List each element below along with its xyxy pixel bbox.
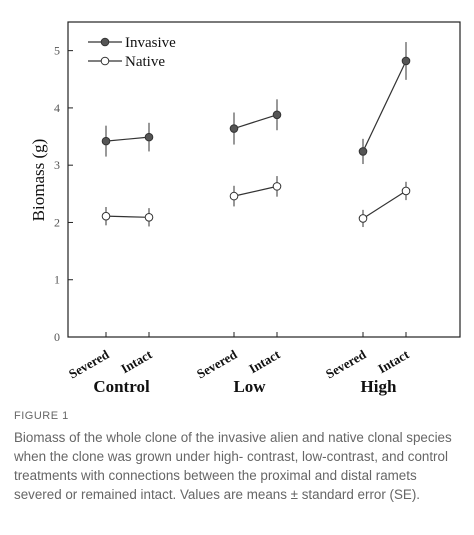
y-tick-label: 5 bbox=[54, 44, 60, 58]
group-label: Control bbox=[93, 377, 150, 396]
x-category-label: Intact bbox=[246, 346, 283, 376]
data-point bbox=[401, 186, 411, 196]
data-point bbox=[401, 56, 411, 66]
group-label: High bbox=[361, 377, 397, 396]
series-line bbox=[105, 136, 150, 142]
group-label: Low bbox=[233, 377, 266, 396]
series-line bbox=[362, 60, 407, 152]
x-category-label: Intact bbox=[375, 346, 412, 376]
y-tick-label: 2 bbox=[54, 215, 60, 229]
data-point bbox=[358, 147, 368, 156]
legend-marker bbox=[100, 37, 110, 47]
plot-frame bbox=[67, 21, 461, 338]
y-tick-label: 1 bbox=[54, 273, 60, 287]
data-point bbox=[272, 182, 282, 191]
y-tick-label: 4 bbox=[54, 101, 60, 115]
data-point bbox=[101, 211, 111, 221]
chart-series bbox=[101, 42, 411, 228]
legend-label: Native bbox=[125, 54, 165, 70]
series-line bbox=[233, 185, 278, 197]
x-category-label: Intact bbox=[118, 346, 155, 376]
data-point bbox=[144, 132, 154, 142]
data-point bbox=[229, 191, 239, 201]
data-point bbox=[272, 110, 282, 120]
caption-text: Biomass of the whole clone of the invasi… bbox=[14, 430, 452, 502]
series-line bbox=[233, 114, 278, 130]
figure-caption: FIGURE 1 Biomass of the whole clone of t… bbox=[14, 410, 462, 504]
data-point bbox=[101, 136, 111, 146]
y-axis-title: Biomass (g) bbox=[29, 139, 48, 222]
figure-label: FIGURE 1 bbox=[14, 410, 69, 422]
data-point bbox=[144, 213, 154, 222]
series-line bbox=[105, 215, 150, 218]
y-tick-label: 3 bbox=[54, 158, 60, 172]
data-point bbox=[358, 214, 368, 223]
legend-label: Invasive bbox=[125, 35, 176, 51]
data-point bbox=[229, 124, 239, 133]
chart-legend: Invasive Native bbox=[88, 35, 176, 70]
series-line bbox=[362, 190, 407, 219]
series-invasive bbox=[101, 42, 411, 165]
series-native bbox=[101, 176, 411, 228]
y-tick-label: 0 bbox=[54, 330, 60, 344]
legend-marker bbox=[100, 56, 110, 66]
